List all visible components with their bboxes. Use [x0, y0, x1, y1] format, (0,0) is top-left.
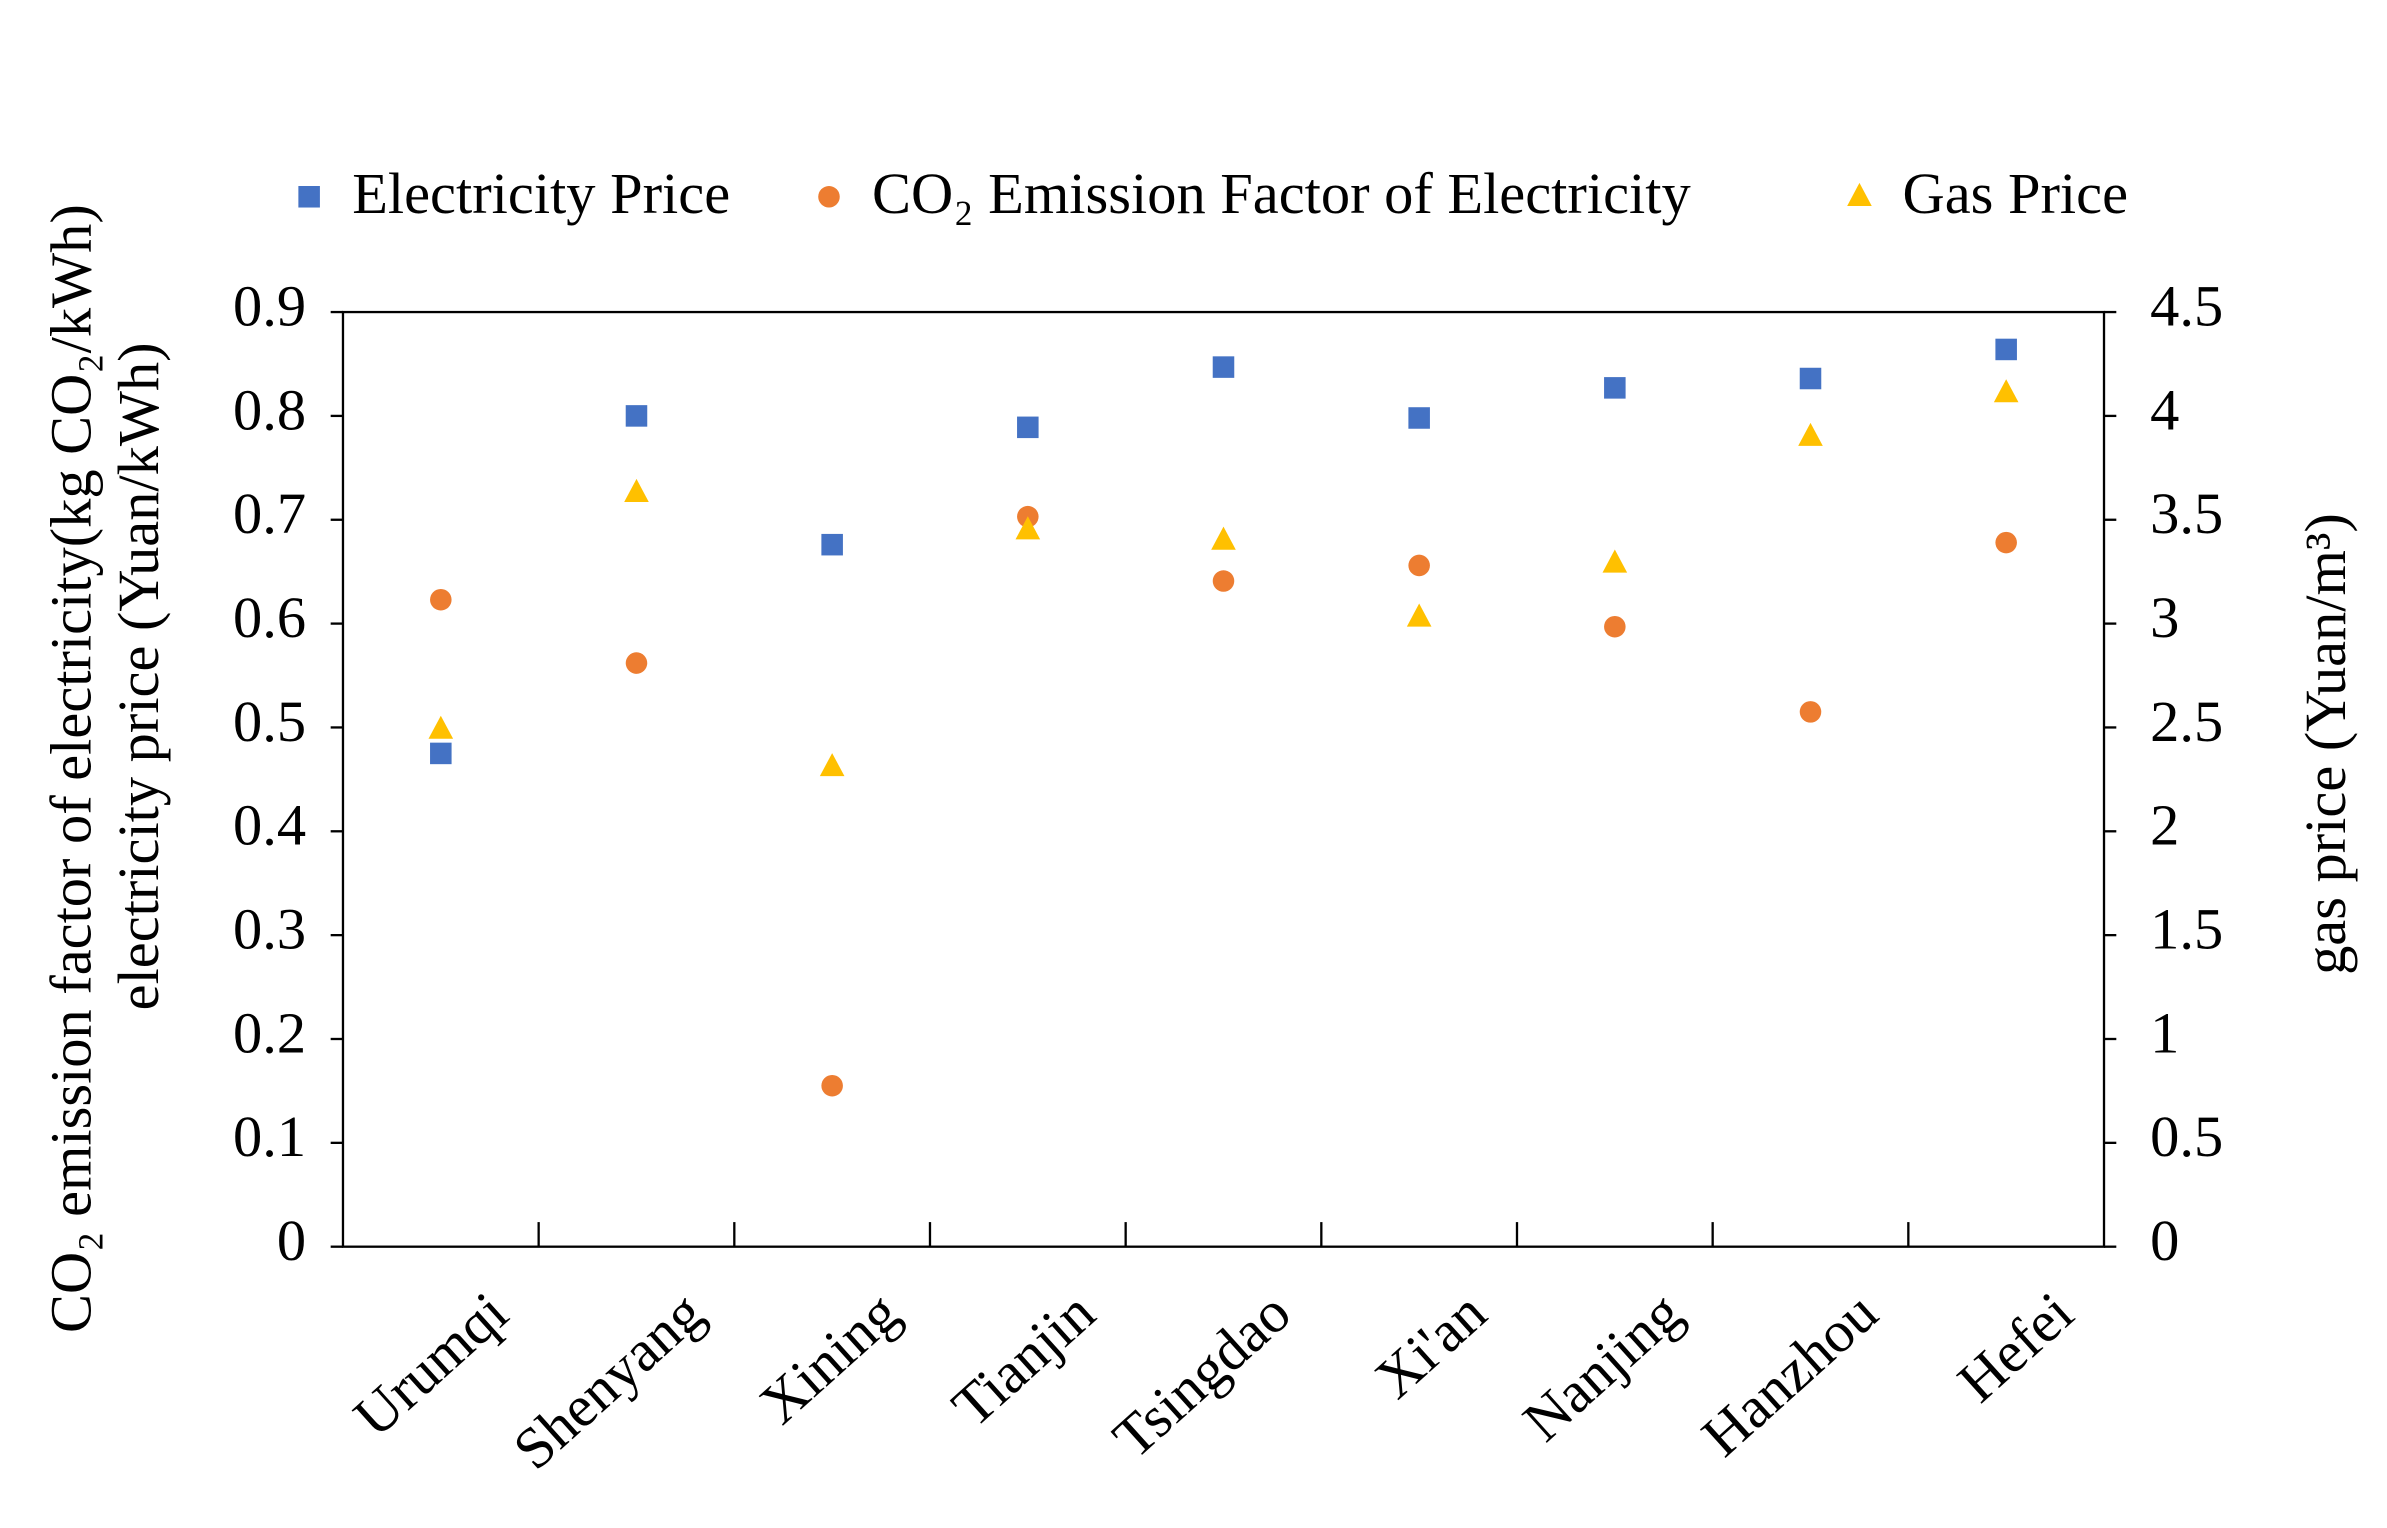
data-point — [1212, 570, 1235, 592]
y-tick-label: 0.9 — [233, 273, 306, 338]
data-point — [1995, 338, 2017, 361]
y-axis-label: electricity price (Yuan/kWh) — [106, 342, 171, 1010]
y-tick-label: 0.5 — [233, 689, 306, 754]
data-point — [1602, 549, 1628, 573]
y2-tick-label: 4 — [2150, 377, 2179, 442]
y2-tick-label: 1.5 — [2150, 897, 2223, 962]
data-point — [1995, 531, 2017, 554]
data-point — [1017, 416, 1039, 439]
y-axis-label: CO₂ emission factor of electricity(kg CO… — [38, 204, 103, 1333]
data-point — [1799, 367, 1822, 390]
data-point — [430, 588, 452, 611]
plot-frame — [341, 310, 2106, 1248]
y2-tick-label: 2 — [2150, 793, 2179, 858]
data-point — [1212, 356, 1235, 378]
legend-label: Electricity Price — [352, 161, 730, 226]
data-point — [625, 652, 648, 674]
y-tick-label: 0.7 — [233, 481, 306, 546]
y-tick-label: 0.8 — [233, 377, 306, 442]
y-tick-label: 0.2 — [233, 1000, 306, 1065]
legend-label: Gas Price — [1903, 161, 2129, 226]
data-point — [624, 478, 649, 502]
y2-tick-label: 2.5 — [2150, 689, 2223, 754]
data-point — [428, 715, 454, 739]
y2-tick-label: 3 — [2150, 585, 2179, 650]
y2-tick-label: 1 — [2150, 1000, 2179, 1065]
data-point — [1799, 701, 1822, 723]
data-point — [1015, 516, 1041, 540]
y-tick-label: 0 — [277, 1208, 306, 1273]
data-point — [1408, 407, 1430, 429]
data-point — [819, 753, 845, 777]
data-point — [1604, 377, 1626, 399]
data-point — [821, 1074, 843, 1097]
y2-tick-label: 3.5 — [2150, 481, 2223, 546]
y2-tick-label: 0 — [2150, 1208, 2179, 1273]
data-point — [430, 742, 452, 765]
y-tick-label: 0.4 — [233, 793, 306, 858]
data-point — [1408, 554, 1430, 577]
data-point — [1993, 379, 2019, 403]
legend-marker — [298, 186, 320, 208]
y-tick-label: 0.3 — [233, 897, 306, 962]
data-point — [1604, 615, 1626, 638]
y2-axis-label: gas price (Yuan/m³) — [2293, 513, 2358, 975]
legend-marker — [818, 186, 840, 208]
y2-tick-label: 0.5 — [2150, 1104, 2223, 1169]
legend-label: CO₂ Emission Factor of Electricity — [872, 161, 1691, 226]
data-point — [625, 405, 648, 427]
data-point — [821, 533, 843, 556]
y2-tick-label: 4.5 — [2150, 273, 2223, 338]
data-point — [1798, 422, 1823, 446]
y-tick-label: 0.6 — [233, 585, 306, 650]
data-point — [1406, 603, 1432, 627]
data-point — [1211, 526, 1236, 550]
y-tick-label: 0.1 — [233, 1104, 306, 1169]
legend-marker — [1847, 182, 1872, 206]
